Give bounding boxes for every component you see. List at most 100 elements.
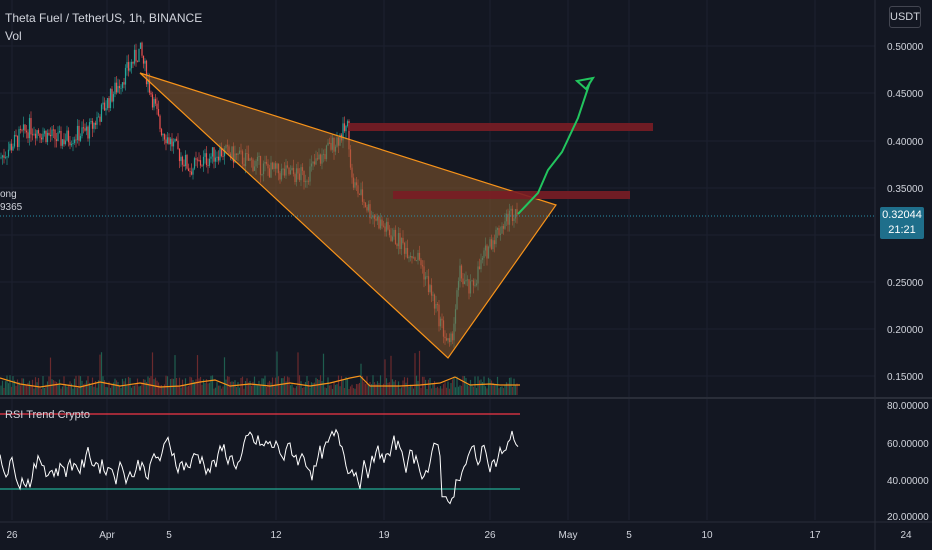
candle-body (75, 139, 77, 141)
volume-bar (432, 383, 434, 395)
candle-body (22, 124, 25, 131)
volume-bar (237, 382, 239, 395)
y-axis-labels: 0.50000 0.45000 0.40000 0.35000 0.25000 … (887, 42, 929, 523)
volume-bar (514, 384, 517, 395)
volume-bar (232, 381, 235, 395)
volume-bar (322, 353, 325, 395)
volume-bar (435, 387, 437, 395)
volume-bar (291, 384, 293, 395)
volume-bar (133, 385, 136, 395)
candle-body (4, 157, 7, 158)
volume-bar (165, 375, 167, 395)
volume-bar (4, 381, 7, 395)
candle-body (205, 153, 208, 166)
volume-bar (33, 388, 35, 395)
volume-bar (498, 388, 500, 395)
side-text-1: ong (0, 189, 17, 200)
rsi-indicator-label[interactable]: RSI Trend Crypto (5, 409, 90, 421)
currency-button[interactable]: USDT (889, 6, 921, 28)
volume-bar (261, 378, 263, 395)
resistance-zone-lower[interactable] (393, 191, 630, 199)
volume-bar (436, 386, 439, 395)
volume-bar (492, 382, 494, 395)
x-tick-label: May (559, 530, 578, 541)
volume-bar (283, 376, 286, 395)
volume-bar (184, 378, 187, 395)
volume-bar (256, 385, 259, 395)
resistance-zone-upper[interactable] (348, 123, 653, 131)
volume-bar (174, 355, 176, 395)
volume-label[interactable]: Vol (5, 29, 22, 43)
volume-bar (39, 387, 41, 395)
volume-bar (210, 375, 212, 395)
candle-body (33, 133, 35, 135)
volume-bar (234, 380, 236, 395)
candle-body (103, 102, 106, 111)
volume-bar (250, 385, 253, 395)
volume-bar (313, 382, 316, 395)
volume-bar (502, 388, 505, 395)
candle-body (202, 156, 205, 166)
x-tick-label: 19 (378, 530, 390, 541)
volume-bar (285, 381, 287, 395)
candle-body (217, 156, 220, 161)
candle-body (114, 82, 116, 95)
volume-bar (51, 379, 53, 395)
volume-bar (28, 380, 31, 395)
volume-bar (414, 353, 416, 395)
volume-bar (99, 354, 101, 395)
volume-bar (421, 376, 424, 395)
candle-body (70, 143, 73, 146)
candle-body (222, 156, 224, 157)
volume-bar (307, 380, 310, 395)
volume-bar (294, 388, 296, 395)
candle-body (12, 146, 14, 151)
candle-body (19, 129, 22, 130)
volume-bar (106, 387, 109, 395)
candle-body (208, 158, 211, 166)
x-tick-label: 26 (484, 530, 496, 541)
candle-body (216, 156, 218, 158)
volume-bar (511, 386, 514, 395)
volume-bar (238, 387, 241, 395)
rsi-y-tick-label: 40.00000 (887, 476, 929, 487)
candle-body (18, 129, 20, 147)
volume-bar (438, 388, 440, 395)
volume-bar (211, 375, 214, 395)
volume-bar (504, 384, 506, 395)
volume-bar (252, 381, 254, 395)
volume-bar (117, 382, 119, 395)
candle-body (115, 82, 118, 93)
volume-bar (276, 351, 278, 395)
candle-body (108, 98, 110, 109)
symbol-title[interactable]: Theta Fuel / TetherUS, 1h, BINANCE (5, 11, 203, 25)
volume-bar (93, 386, 95, 395)
volume-bar (241, 376, 244, 395)
candle-body (157, 108, 160, 116)
volume-bar (481, 381, 484, 395)
volume-bar (151, 352, 154, 395)
candle-body (207, 165, 209, 166)
volume-bar (3, 387, 5, 395)
volume-bar (442, 384, 445, 395)
volume-bar (334, 384, 337, 395)
volume-bar (229, 381, 232, 395)
candle-body (73, 139, 76, 143)
rsi-y-tick-label: 20.00000 (887, 512, 929, 523)
volume-bar (382, 383, 385, 395)
candle-body (165, 139, 167, 144)
volume-bar (7, 383, 10, 395)
volume-bar (327, 377, 329, 395)
volume-bar (448, 388, 451, 395)
volume-bar (321, 380, 323, 395)
volume-bar (72, 388, 74, 395)
volume-bar (18, 382, 20, 395)
candle-body (112, 94, 115, 102)
volume-bar (379, 375, 382, 395)
candle-body (117, 86, 119, 93)
volume-bar (109, 387, 112, 395)
volume-bar (22, 378, 25, 395)
projection-path[interactable] (517, 81, 591, 215)
volume-bar (90, 385, 92, 395)
